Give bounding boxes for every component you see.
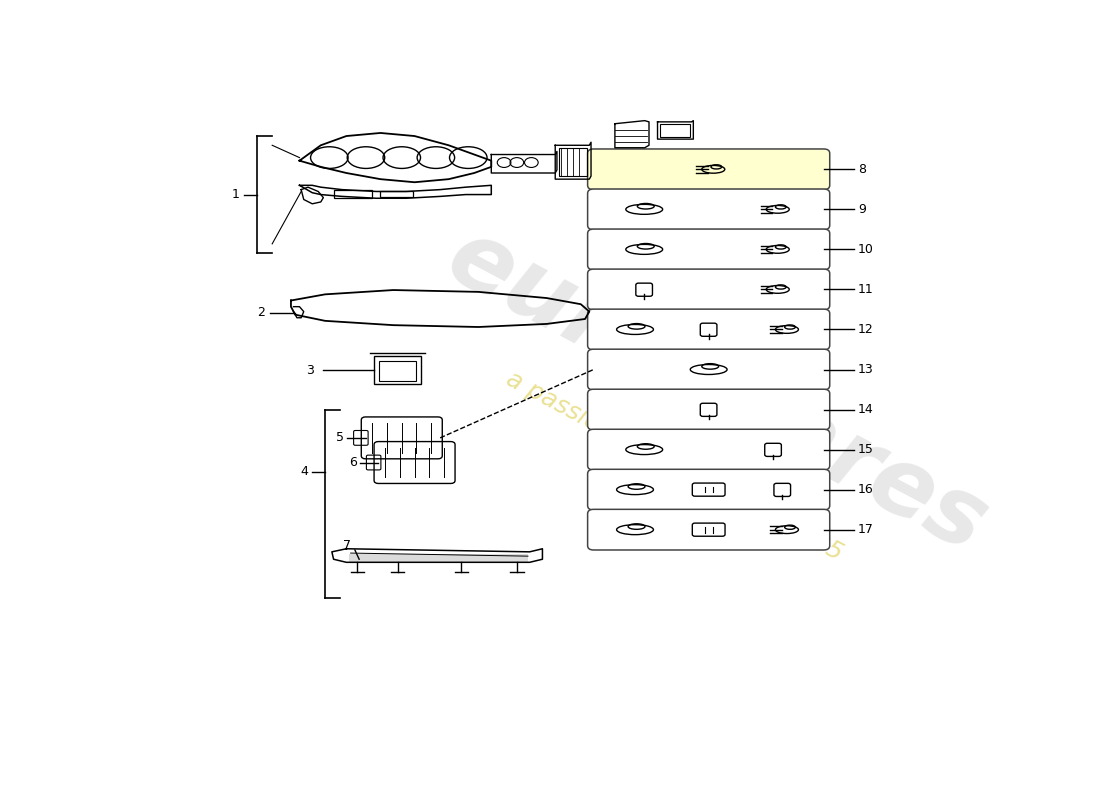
FancyBboxPatch shape — [587, 510, 829, 550]
Text: 2: 2 — [257, 306, 265, 319]
Text: 1: 1 — [232, 188, 240, 201]
Text: 7: 7 — [342, 539, 351, 552]
Text: 4: 4 — [300, 466, 308, 478]
Text: 5: 5 — [337, 431, 344, 444]
Text: 16: 16 — [858, 483, 873, 496]
FancyBboxPatch shape — [587, 309, 829, 350]
FancyBboxPatch shape — [587, 269, 829, 310]
FancyBboxPatch shape — [587, 229, 829, 270]
Text: 3: 3 — [307, 364, 315, 377]
Text: eurospares: eurospares — [432, 211, 1002, 573]
Text: 13: 13 — [858, 363, 873, 376]
Text: 15: 15 — [858, 443, 873, 456]
Text: 9: 9 — [858, 203, 866, 216]
FancyBboxPatch shape — [587, 430, 829, 470]
FancyBboxPatch shape — [349, 554, 528, 562]
FancyBboxPatch shape — [587, 189, 829, 230]
Text: 8: 8 — [858, 163, 866, 176]
Text: 17: 17 — [858, 523, 873, 536]
Text: 12: 12 — [858, 323, 873, 336]
Text: 14: 14 — [858, 403, 873, 416]
Text: a passion for parts since 1985: a passion for parts since 1985 — [503, 366, 847, 565]
Text: 10: 10 — [858, 243, 873, 256]
FancyBboxPatch shape — [587, 349, 829, 390]
Text: 11: 11 — [858, 283, 873, 296]
Text: 6: 6 — [349, 456, 358, 469]
FancyBboxPatch shape — [587, 390, 829, 430]
FancyBboxPatch shape — [587, 149, 829, 190]
FancyBboxPatch shape — [587, 470, 829, 510]
